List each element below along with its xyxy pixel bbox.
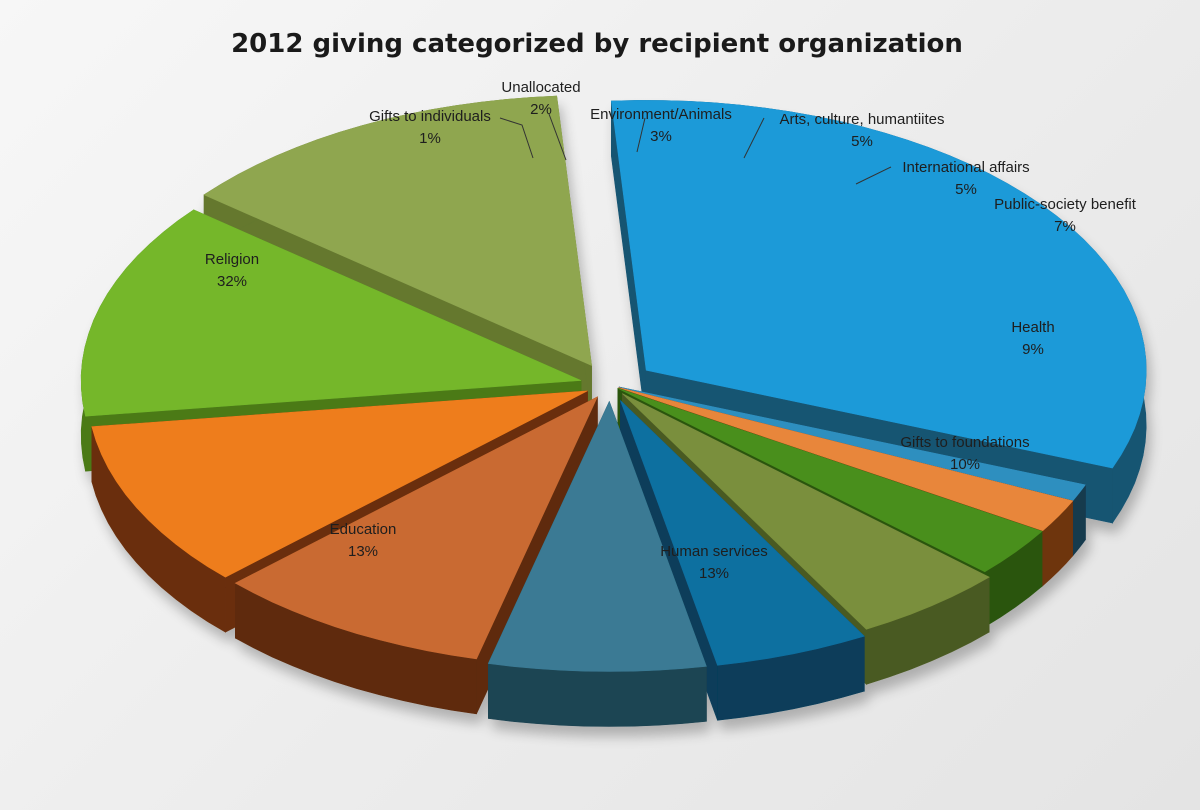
slice-value-label: 10% — [950, 456, 980, 473]
slice-label: Arts, culture, humantiites — [779, 111, 944, 128]
slice-value-label: 2% — [530, 101, 552, 118]
slice-value-label: 9% — [1022, 341, 1044, 358]
slice-value-label: 32% — [217, 273, 247, 290]
slice-label: Religion — [205, 251, 259, 268]
slice-label: Health — [1011, 319, 1054, 336]
slice-label: Education — [330, 521, 397, 538]
slice-value-label: 3% — [650, 128, 672, 145]
slice-label: Gifts to individuals — [369, 108, 491, 125]
slice-label: Public-society benefit — [994, 196, 1137, 213]
pie-slice-international-affairs — [620, 399, 865, 721]
slice-value-label: 5% — [851, 133, 873, 150]
slice-value-label: 13% — [348, 543, 378, 560]
slice-value-label: 1% — [419, 130, 441, 147]
slice-label: Unallocated — [501, 79, 580, 96]
slice-value-label: 13% — [699, 565, 729, 582]
slice-label: International affairs — [902, 159, 1029, 176]
leader-line — [548, 113, 567, 161]
slice-value-label: 7% — [1054, 218, 1076, 235]
chart-title: 2012 giving categorized by recipient org… — [231, 29, 963, 59]
leader-line — [743, 117, 765, 159]
pie-slice-public-society-benefit — [487, 400, 707, 727]
slice-label: Gifts to foundations — [900, 434, 1029, 451]
slice-label: Human services — [660, 543, 768, 560]
leader-line — [636, 117, 646, 153]
leader-line — [499, 117, 534, 159]
slice-label: Environment/Animals — [590, 106, 732, 123]
slice-value-label: 5% — [955, 181, 977, 198]
leader-line — [855, 166, 892, 185]
